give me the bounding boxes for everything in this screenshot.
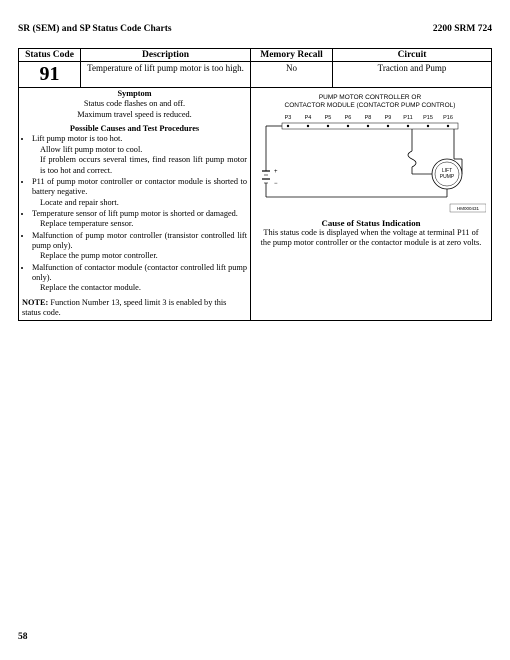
svg-text:CONTACTOR MODULE (CONTACTOR PU: CONTACTOR MODULE (CONTACTOR PUMP CONTROL… [285, 102, 456, 109]
symptom-line2: Maximum travel speed is reduced. [22, 110, 247, 120]
cause-4: Malfunction of pump motor controller (tr… [32, 231, 247, 262]
svg-text:−: − [274, 181, 278, 187]
col-status-code: Status Code [19, 49, 81, 62]
symptom-cell: Symptom Status code flashes on and off. … [19, 88, 251, 321]
svg-text:P9: P9 [385, 115, 392, 121]
cause-1: Lift pump motor is too hot. Allow lift p… [32, 134, 247, 175]
note: NOTE: Function Number 13, speed limit 3 … [22, 298, 247, 319]
svg-text:P6: P6 [345, 115, 352, 121]
page-number: 58 [18, 632, 28, 642]
svg-text:P8: P8 [365, 115, 372, 121]
symptom-line1: Status code flashes on and off. [22, 99, 247, 109]
col-memory-recall: Memory Recall [251, 49, 333, 62]
svg-text:HM000431: HM000431 [457, 206, 480, 211]
svg-text:P16: P16 [443, 115, 453, 121]
svg-text:P5: P5 [325, 115, 332, 121]
header-right: 2200 SRM 724 [433, 24, 492, 34]
cause-heading: Cause of Status Indication [254, 218, 488, 228]
svg-text:P15: P15 [423, 115, 433, 121]
svg-text:P3: P3 [285, 115, 292, 121]
svg-text:P11: P11 [403, 115, 412, 121]
status-code-table: Status Code Description Memory Recall Ci… [18, 48, 492, 321]
cause-text: This status code is displayed when the v… [254, 228, 488, 249]
page-header: SR (SEM) and SP Status Code Charts 2200 … [18, 24, 492, 34]
circuit-value: Traction and Pump [333, 62, 492, 88]
svg-text:PUMP MOTOR CONTROLLER OR: PUMP MOTOR CONTROLLER OR [319, 94, 422, 101]
memory-recall-value: No [251, 62, 333, 88]
header-left: SR (SEM) and SP Status Code Charts [18, 24, 172, 34]
right-cell: PUMP MOTOR CONTROLLER OR CONTACTOR MODUL… [251, 88, 492, 321]
circuit-diagram: PUMP MOTOR CONTROLLER OR CONTACTOR MODUL… [254, 89, 488, 214]
col-description: Description [81, 49, 251, 62]
cause-5: Malfunction of contactor module (contact… [32, 263, 247, 294]
description-value: Temperature of lift pump motor is too hi… [81, 62, 251, 88]
svg-text:P4: P4 [305, 115, 312, 121]
possible-causes-heading: Possible Causes and Test Procedures [22, 124, 247, 134]
col-circuit: Circuit [333, 49, 492, 62]
svg-text:PUMP: PUMP [440, 174, 455, 180]
cause-3: Temperature sensor of lift pump motor is… [32, 209, 247, 230]
symptom-heading: Symptom [22, 89, 247, 99]
status-code-value: 91 [19, 62, 81, 88]
cause-2: P11 of pump motor controller or contacto… [32, 177, 247, 208]
svg-text:+: + [274, 169, 278, 175]
